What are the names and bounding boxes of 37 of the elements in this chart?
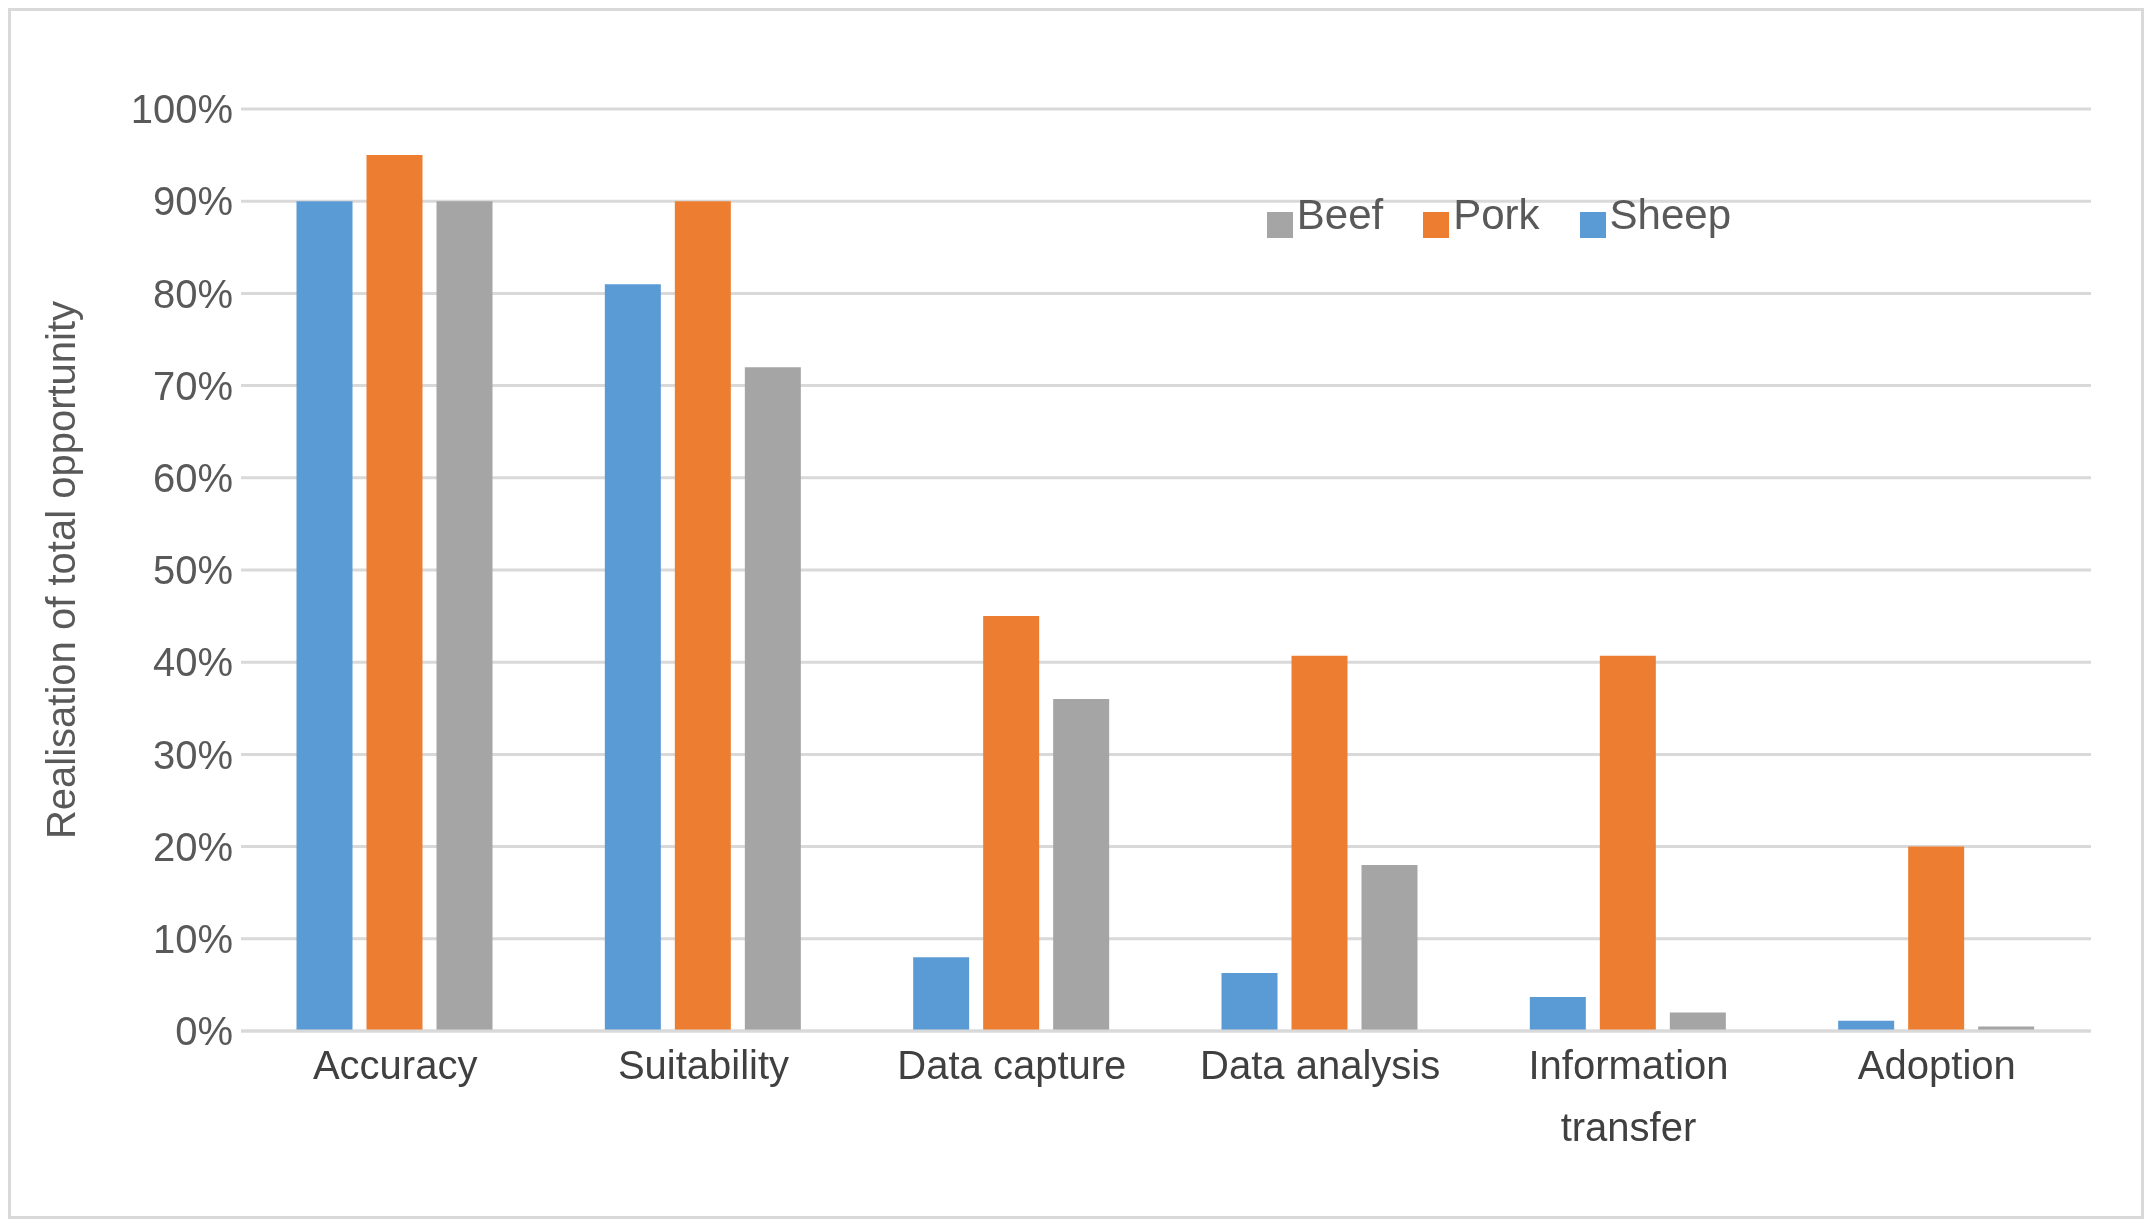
legend-label: Beef [1296, 191, 1384, 238]
bar [1669, 1012, 1726, 1031]
legend-label: Pork [1453, 191, 1540, 238]
bar [744, 367, 801, 1031]
bar [1053, 699, 1110, 1031]
y-axis-title: Realisation of total opportunity [39, 300, 84, 840]
y-tick-label: 40% [152, 640, 233, 685]
bar [604, 284, 661, 1031]
x-tick-label: Adoption [1857, 1043, 2016, 1087]
bar [1908, 846, 1965, 1031]
y-tick-label: 70% [152, 363, 233, 408]
bar [983, 616, 1040, 1031]
bar [674, 201, 731, 1031]
y-tick-label: 0% [175, 1009, 233, 1054]
x-tick-label: Information transfer [1528, 1043, 1729, 1149]
x-tick-label: Accuracy [312, 1043, 478, 1087]
y-tick-label: 80% [152, 271, 233, 316]
bar [436, 201, 493, 1031]
y-tick-label: 30% [152, 732, 233, 777]
bar [1529, 996, 1586, 1031]
y-tick-label: 100% [130, 87, 233, 132]
y-tick-label: 50% [152, 548, 233, 593]
x-tick-label: Data analysis [1200, 1043, 1441, 1087]
y-tick-label: 90% [152, 179, 233, 224]
legend-label: Sheep [1609, 191, 1731, 238]
bar [1599, 655, 1656, 1031]
bar [366, 155, 423, 1031]
bar [913, 957, 970, 1031]
bar [1291, 655, 1348, 1031]
bar [1361, 865, 1418, 1031]
y-tick-label: 20% [152, 824, 233, 869]
bar [296, 201, 353, 1031]
x-tick-label: Suitability [617, 1043, 790, 1087]
x-tick-label: Data capture [897, 1043, 1127, 1087]
y-tick-label: 60% [152, 456, 233, 500]
bar [1221, 972, 1278, 1031]
y-tick-label: 10% [152, 917, 233, 961]
